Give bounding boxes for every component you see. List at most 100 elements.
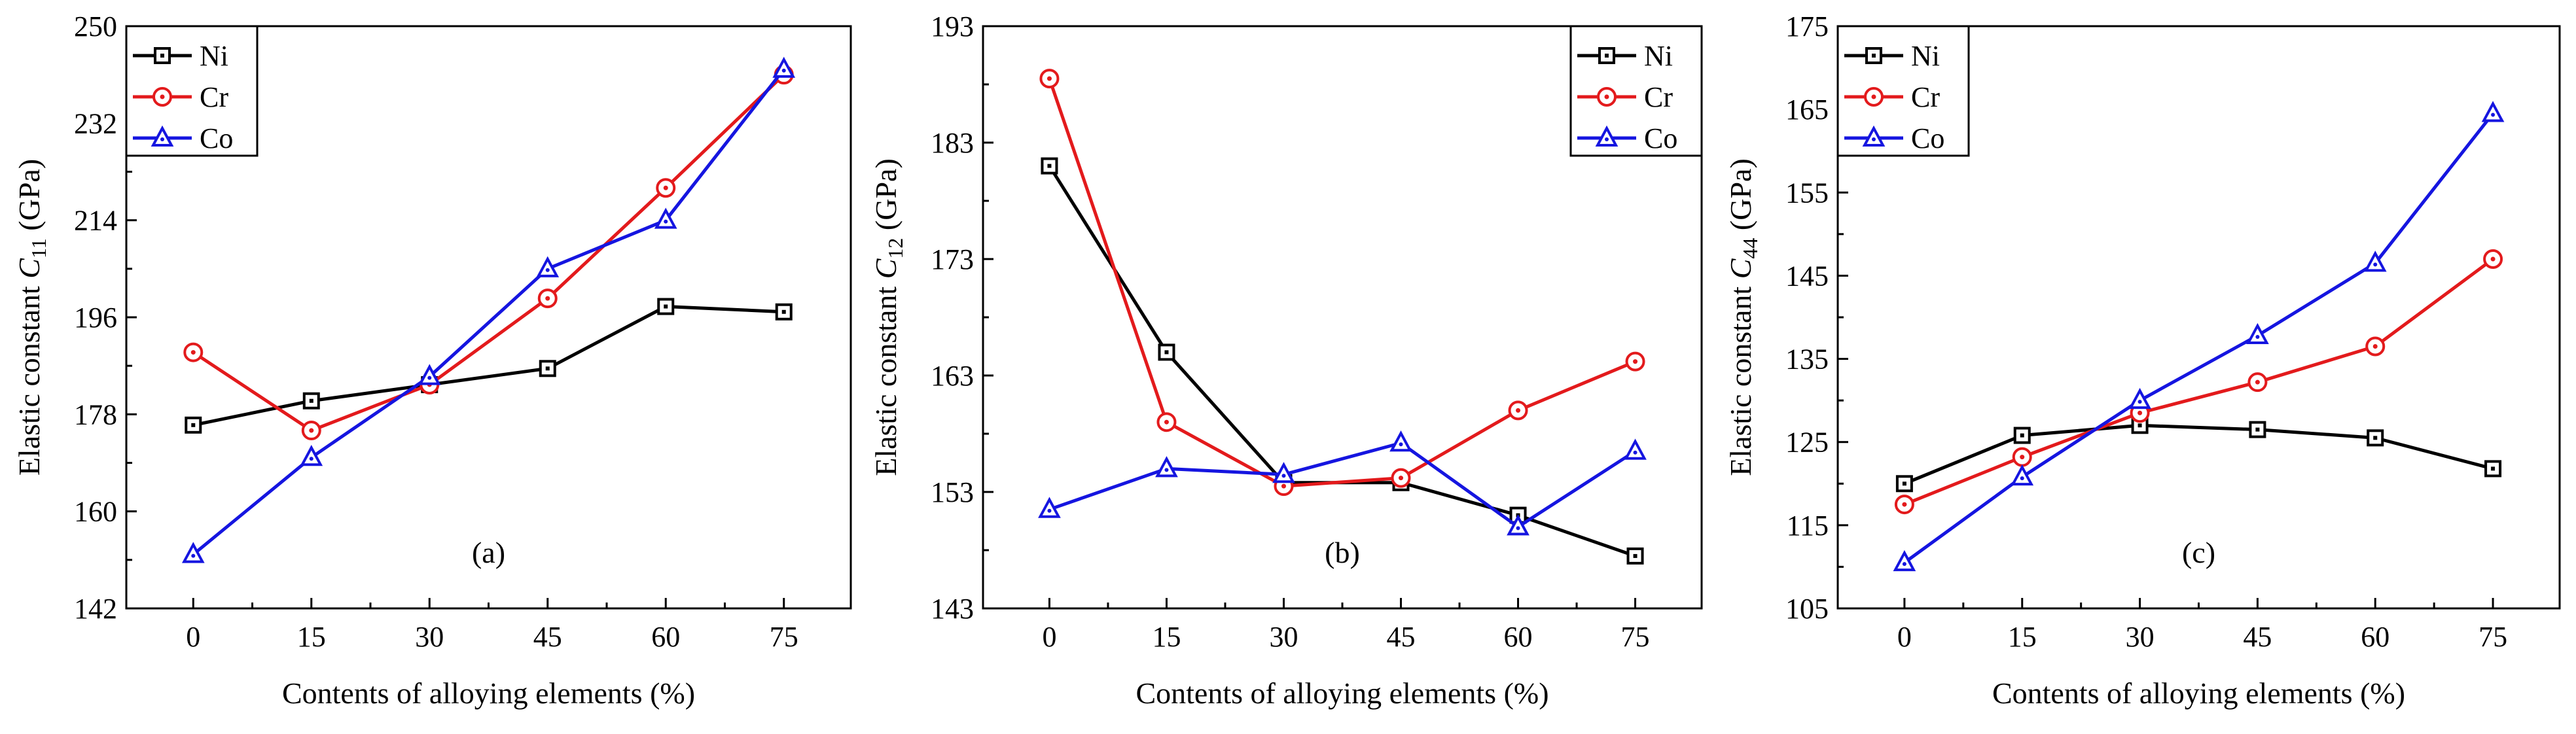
panel-label: (b) <box>1325 536 1360 569</box>
legend-box <box>1836 25 1970 157</box>
series-line-Co <box>1903 112 2495 565</box>
x-tick-label: 0 <box>186 621 200 653</box>
x-tick-label: 30 <box>415 621 444 653</box>
legend-label-Cr: Cr <box>1911 81 1940 113</box>
data-point-Co <box>2481 101 2505 122</box>
series-line-Ni <box>192 305 784 427</box>
y-tick-label: 173 <box>931 243 974 275</box>
x-axis-title: Contents of alloying elements (%) <box>282 676 695 710</box>
y-tick-label: 125 <box>1785 427 1829 459</box>
series-Ni <box>185 298 793 434</box>
series-Co <box>1038 430 1647 536</box>
panel-label: (c) <box>2182 536 2215 569</box>
series-line-Cr <box>192 73 785 432</box>
x-tick-label: 15 <box>1152 621 1181 653</box>
x-tick-label: 45 <box>2243 621 2272 653</box>
series-Cr <box>183 65 794 441</box>
data-point-Co <box>1507 514 1530 536</box>
x-tick-label: 45 <box>1387 621 1416 653</box>
data-point-Co <box>1624 438 1647 460</box>
x-tick-label: 15 <box>297 621 326 653</box>
y-tick-label: 165 <box>1785 94 1829 126</box>
x-tick-label: 75 <box>1621 621 1650 653</box>
data-point-Co <box>772 56 796 78</box>
data-point-Co <box>536 256 560 277</box>
y-tick-label: 250 <box>74 10 117 43</box>
data-point-Co <box>1155 456 1178 478</box>
legend: Ni Cr Co <box>1569 25 1703 157</box>
legend-label-Cr: Cr <box>1644 81 1673 113</box>
series-Ni <box>1895 417 2502 493</box>
data-point-Co <box>418 364 441 385</box>
legend-marker-Co <box>1595 125 1619 147</box>
chart-panel-0: 142 160 178 196 214 232 250 0 15 30 45 60 75 Contents… <box>12 10 852 710</box>
x-tick-label: 60 <box>1504 621 1533 653</box>
y-tick-label: 115 <box>1787 510 1829 542</box>
x-tick-label: 15 <box>2008 621 2037 653</box>
series-Co <box>181 56 796 563</box>
legend-label-Co: Co <box>1911 122 1944 154</box>
series-line-Ni <box>1048 165 1636 558</box>
legend-label-Cr: Cr <box>200 81 228 113</box>
y-tick-label: 160 <box>74 496 117 528</box>
y-tick-label: 214 <box>74 205 117 237</box>
legend-box <box>125 25 259 157</box>
y-tick-label: 143 <box>931 593 974 625</box>
series-line-Co <box>1048 441 1636 529</box>
data-point-Co <box>654 207 677 229</box>
y-axis-title: Elastic constant C11 (GPa) <box>12 159 50 476</box>
y-tick-label: 155 <box>1785 177 1829 209</box>
y-tick-label: 175 <box>1785 10 1829 43</box>
legend-label-Ni: Ni <box>1644 40 1673 72</box>
y-tick-label: 135 <box>1785 343 1829 376</box>
y-axis-title: Elastic constant C44 (GPa) <box>1724 158 1762 476</box>
x-tick-label: 75 <box>2478 621 2507 653</box>
series-line-Cr <box>1903 257 2494 506</box>
data-point-Co <box>1272 462 1295 483</box>
y-tick-label: 183 <box>931 127 974 159</box>
y-axis-title: Elastic constant C12 (GPa) <box>869 158 907 476</box>
data-point-Co <box>2246 323 2269 344</box>
series-Co <box>1893 101 2505 572</box>
data-point-Co <box>181 542 205 563</box>
legend-marker-Co <box>1862 125 1886 147</box>
x-axis-title: Contents of alloying elements (%) <box>1992 676 2405 710</box>
data-point-Co <box>1893 550 1916 572</box>
y-tick-label: 153 <box>931 476 974 508</box>
legend: Ni Cr Co <box>1836 25 1970 157</box>
y-tick-label: 196 <box>74 302 117 334</box>
y-tick-label: 163 <box>931 360 974 392</box>
data-point-Co <box>1038 497 1061 518</box>
legend-box <box>1569 25 1703 157</box>
y-tick-label: 178 <box>74 398 117 430</box>
legend-label-Co: Co <box>200 122 233 154</box>
data-point-Co <box>2363 251 2387 272</box>
data-point-Co <box>2011 464 2034 486</box>
series-Ni <box>1041 157 1644 565</box>
x-tick-label: 75 <box>770 621 798 653</box>
legend-label-Ni: Ni <box>1911 40 1940 72</box>
x-tick-label: 60 <box>651 621 680 653</box>
series-line-Co <box>192 68 785 556</box>
data-point-Co <box>300 445 323 466</box>
x-tick-label: 0 <box>1042 621 1056 653</box>
x-tick-label: 60 <box>2361 621 2389 653</box>
data-point-Co <box>1389 430 1412 452</box>
chart-panel-1: 143 153 163 173 183 193 0 15 30 45 60 75 Contents of… <box>869 10 1703 710</box>
legend-label-Ni: Ni <box>200 40 228 72</box>
y-tick-label: 142 <box>74 593 117 625</box>
series-Cr <box>1039 69 1645 497</box>
series-line-Cr <box>1048 78 1636 488</box>
series-line-Ni <box>1903 423 2494 485</box>
data-point-Co <box>2128 387 2151 410</box>
y-tick-label: 105 <box>1785 593 1829 625</box>
y-tick-label: 193 <box>931 10 974 43</box>
legend-label-Co: Co <box>1644 122 1677 154</box>
panel-label: (a) <box>472 536 505 569</box>
legend-marker-Co <box>151 125 174 147</box>
x-tick-label: 30 <box>2126 621 2155 653</box>
x-tick-label: 30 <box>1269 621 1298 653</box>
x-tick-label: 45 <box>533 621 562 653</box>
x-axis-title: Contents of alloying elements (%) <box>1136 676 1548 710</box>
